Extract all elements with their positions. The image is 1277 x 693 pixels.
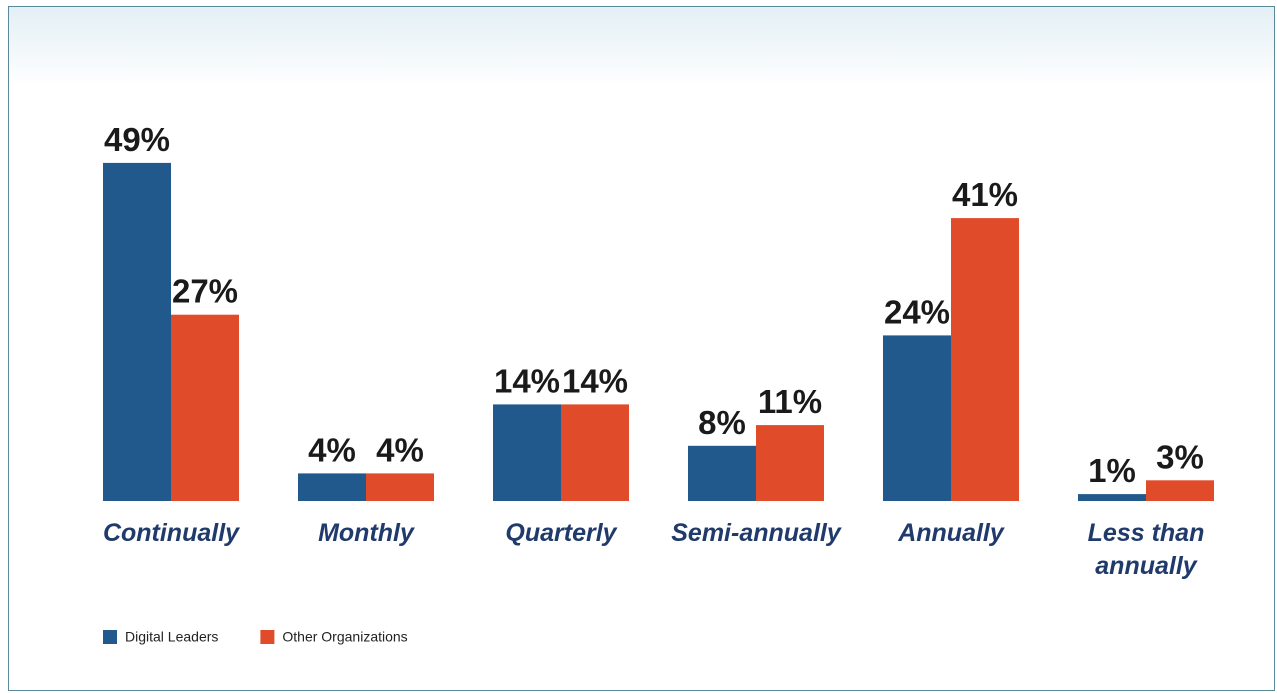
bar [366, 473, 434, 501]
bar [883, 335, 951, 501]
bar [493, 404, 561, 501]
bar [103, 162, 171, 501]
bar [688, 445, 756, 501]
category-label: Less than annually [1087, 519, 1205, 580]
value-label: 14% [494, 362, 560, 399]
legend-swatch [260, 630, 275, 644]
value-label: 11% [758, 383, 822, 420]
bar [951, 218, 1019, 501]
bar [1146, 480, 1214, 501]
category-label: Monthly [318, 519, 414, 547]
value-label: 24% [884, 293, 950, 330]
category-label: Continually [102, 519, 240, 547]
legend-label: Digital Leaders [125, 629, 218, 645]
value-label: 41% [952, 176, 1018, 213]
legend-label: Other Organizations [282, 629, 407, 645]
category-label: Semi-annually [671, 519, 841, 547]
bar [298, 473, 366, 501]
bar [171, 314, 239, 501]
bar [1078, 494, 1146, 501]
value-label: 14% [562, 362, 628, 399]
value-label: 4% [308, 431, 356, 468]
legend-swatch [103, 630, 117, 644]
value-label: 27% [172, 273, 238, 310]
category-label: Quarterly [505, 519, 617, 547]
bar [561, 404, 629, 501]
value-label: 49% [104, 121, 170, 158]
value-label: 1% [1088, 452, 1136, 489]
value-label: 3% [1156, 438, 1204, 475]
value-label: 4% [376, 431, 424, 468]
bar [756, 425, 824, 501]
value-label: 8% [698, 404, 746, 441]
category-label: Annually [898, 519, 1004, 547]
